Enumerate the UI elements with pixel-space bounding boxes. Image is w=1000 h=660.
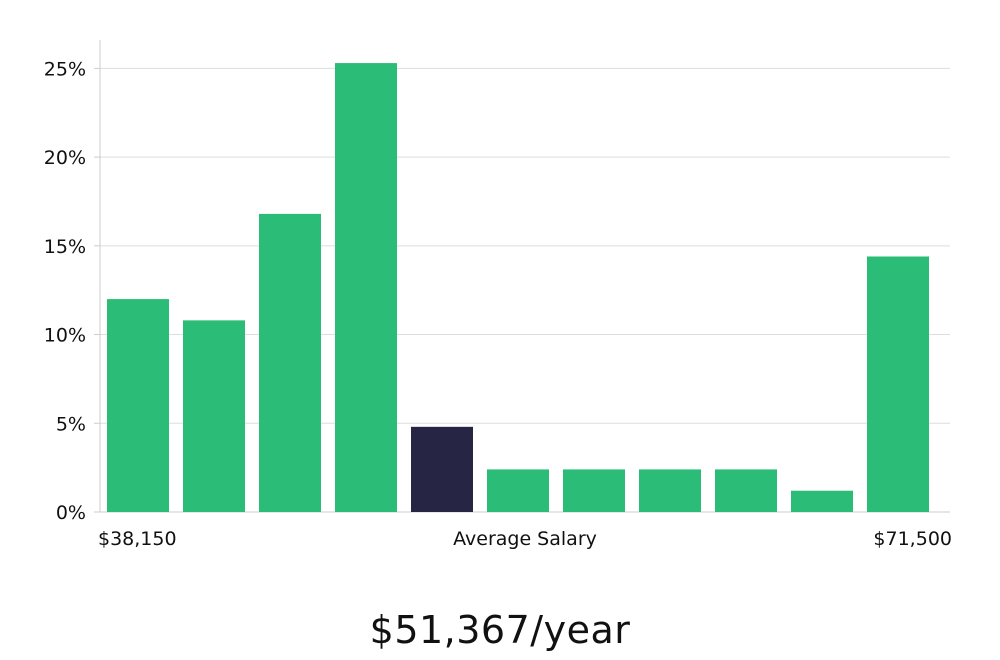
- y-tick-label: 20%: [44, 147, 86, 169]
- min-salary-label: $38,150: [98, 528, 177, 550]
- bar: [639, 469, 701, 512]
- bar: [867, 256, 929, 512]
- y-tick-labels: 0% 5% 10% 15% 20% 25%: [44, 58, 86, 524]
- bar: [563, 469, 625, 512]
- bar-highlighted: [411, 426, 473, 512]
- bar: [183, 320, 245, 512]
- max-salary-label: $71,500: [873, 528, 952, 550]
- bar: [791, 490, 853, 512]
- y-tick-label: 10%: [44, 325, 86, 347]
- bar: [335, 63, 397, 512]
- average-salary-axis-label: Average Salary: [453, 528, 597, 550]
- y-tick-label: 15%: [44, 236, 86, 258]
- y-tick-label: 5%: [56, 413, 86, 435]
- average-salary-value: $51,367/year: [369, 608, 631, 652]
- bar: [259, 213, 321, 512]
- bar: [107, 299, 169, 512]
- y-tick-label: 0%: [56, 502, 86, 524]
- bar: [487, 469, 549, 512]
- bar: [715, 469, 777, 512]
- salary-distribution-chart: 0% 5% 10% 15% 20% 25%: [44, 40, 950, 524]
- y-tick-label: 25%: [44, 58, 86, 80]
- bars: [107, 63, 929, 512]
